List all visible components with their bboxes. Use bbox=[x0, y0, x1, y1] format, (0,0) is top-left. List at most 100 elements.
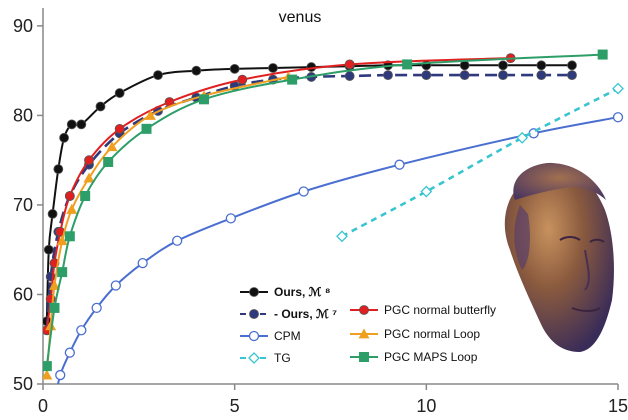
data-point bbox=[110, 280, 121, 291]
legend-label: CPM bbox=[274, 329, 301, 343]
data-point bbox=[229, 63, 240, 74]
legend-label: PGC MAPS Loop bbox=[384, 350, 478, 364]
legend-entry: TG bbox=[240, 351, 291, 365]
data-point bbox=[114, 123, 125, 134]
data-point bbox=[344, 59, 355, 70]
chart-title: venus bbox=[279, 9, 322, 26]
legend-marker bbox=[249, 287, 259, 297]
legend-entry: CPM bbox=[240, 329, 301, 343]
data-point bbox=[298, 186, 309, 197]
legend-label: TG bbox=[274, 351, 291, 365]
data-point bbox=[43, 369, 53, 380]
data-point bbox=[137, 257, 148, 269]
data-point bbox=[64, 231, 75, 242]
data-point bbox=[53, 164, 64, 175]
data-point bbox=[66, 119, 77, 130]
data-point bbox=[64, 347, 75, 358]
data-point bbox=[597, 49, 608, 60]
data-point bbox=[498, 60, 508, 71]
data-point bbox=[83, 172, 95, 183]
legend-entry: PGC MAPS Loop bbox=[350, 350, 478, 364]
y-tick-label: 70 bbox=[13, 195, 33, 215]
data-point bbox=[287, 74, 298, 85]
legend-entry: PGC normal Loop bbox=[350, 327, 480, 341]
y-tick-label: 50 bbox=[13, 374, 33, 394]
legend-marker bbox=[359, 352, 369, 362]
y-tick-label: 80 bbox=[13, 105, 33, 125]
data-point bbox=[49, 302, 60, 313]
legend-label: PGC normal butterfly bbox=[384, 303, 496, 317]
data-point bbox=[536, 60, 547, 71]
data-point bbox=[103, 156, 114, 167]
data-point bbox=[394, 159, 405, 170]
legend-marker bbox=[359, 305, 369, 315]
data-point bbox=[80, 191, 91, 201]
data-point bbox=[225, 213, 236, 224]
data-point bbox=[421, 70, 432, 81]
data-point bbox=[336, 230, 348, 243]
legend-label: Ours, ℳ ⁸ bbox=[274, 285, 331, 299]
data-point bbox=[567, 60, 577, 71]
legend-entry: Ours, ℳ ⁸ bbox=[240, 285, 331, 299]
x-tick-label: 5 bbox=[230, 396, 240, 416]
data-point bbox=[114, 88, 125, 98]
series-3 bbox=[336, 82, 624, 243]
data-point bbox=[47, 209, 58, 219]
data-point bbox=[55, 369, 66, 381]
data-point bbox=[50, 397, 59, 406]
series-line bbox=[45, 64, 572, 322]
data-point bbox=[536, 70, 547, 81]
data-point bbox=[172, 235, 183, 246]
data-point bbox=[59, 132, 69, 143]
legend-label: - Ours, ℳ ⁷ bbox=[274, 307, 337, 321]
data-point bbox=[402, 59, 413, 70]
y-tick-label: 90 bbox=[13, 16, 33, 36]
x-tick-label: 0 bbox=[38, 396, 48, 416]
data-point bbox=[153, 70, 163, 81]
data-point bbox=[66, 203, 78, 214]
data-point bbox=[45, 320, 57, 331]
legend-marker bbox=[248, 352, 260, 364]
data-point bbox=[516, 131, 529, 144]
data-point bbox=[237, 74, 248, 85]
data-point bbox=[91, 302, 102, 314]
axes: 50 60 70 80 90 0 5 10 15 bbox=[13, 8, 628, 416]
data-point bbox=[268, 63, 278, 73]
data-point bbox=[612, 112, 624, 123]
data-point bbox=[191, 65, 202, 76]
data-point bbox=[498, 70, 508, 81]
legend: Ours, ℳ ⁸ - Ours, ℳ ⁷ CPM TG PGC normal butt… bbox=[240, 285, 496, 365]
data-point bbox=[43, 361, 52, 372]
data-point bbox=[420, 185, 433, 198]
data-point bbox=[144, 109, 156, 120]
data-point bbox=[383, 70, 393, 81]
data-point bbox=[57, 267, 68, 278]
venus-head-render bbox=[504, 162, 614, 352]
legend-marker bbox=[358, 328, 370, 339]
x-tick-label: 10 bbox=[416, 396, 436, 416]
series-2 bbox=[50, 112, 624, 406]
legend-label: PGC normal Loop bbox=[384, 327, 480, 341]
data-point bbox=[612, 82, 624, 95]
data-point bbox=[76, 119, 87, 130]
data-point bbox=[95, 101, 106, 112]
series-6 bbox=[43, 49, 608, 372]
legend-marker bbox=[249, 309, 259, 319]
data-point bbox=[49, 280, 60, 290]
data-point bbox=[106, 141, 118, 152]
legend-entry: - Ours, ℳ ⁷ bbox=[240, 307, 337, 321]
data-point bbox=[141, 123, 152, 134]
data-point bbox=[199, 94, 209, 105]
series-layer bbox=[43, 49, 624, 406]
data-point bbox=[64, 191, 75, 201]
x-tick-label: 15 bbox=[608, 396, 628, 416]
data-point bbox=[567, 70, 577, 81]
data-point bbox=[84, 155, 94, 166]
data-point bbox=[459, 60, 470, 71]
data-point bbox=[76, 325, 87, 336]
data-point bbox=[43, 244, 54, 255]
series-line bbox=[341, 87, 619, 238]
legend-entry: PGC normal butterfly bbox=[350, 303, 496, 317]
y-tick-label: 60 bbox=[13, 284, 33, 304]
